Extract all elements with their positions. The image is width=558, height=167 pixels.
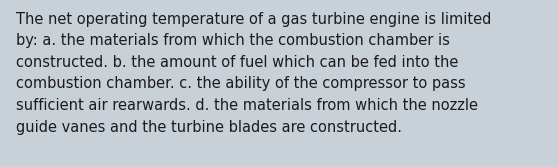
Text: The net operating temperature of a gas turbine engine is limited
by: a. the mate: The net operating temperature of a gas t… (16, 12, 491, 135)
